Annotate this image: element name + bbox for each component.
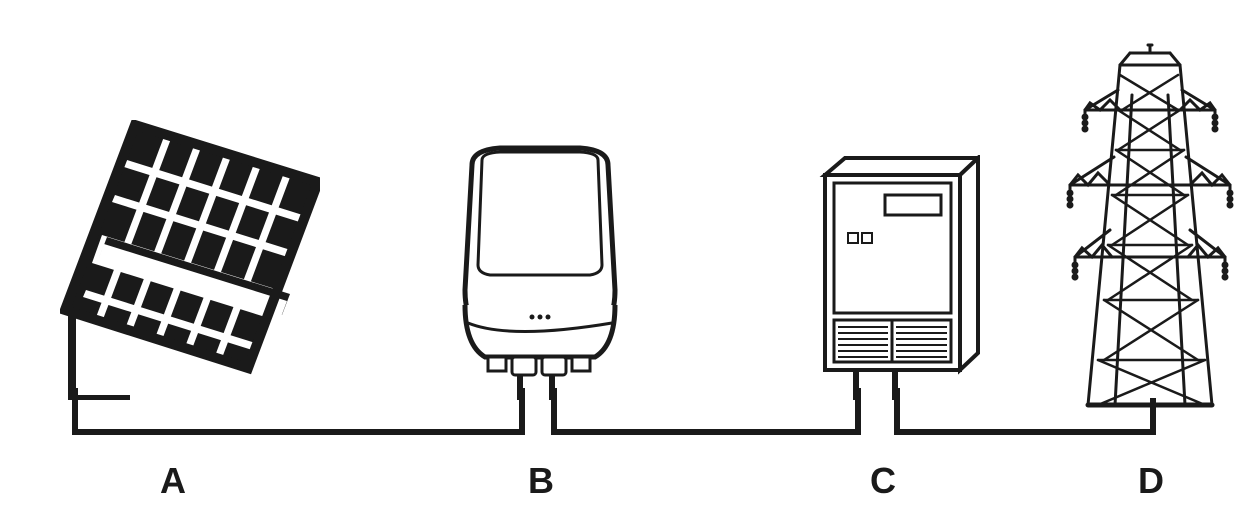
connector-c-d bbox=[894, 388, 900, 435]
transmission-tower-icon bbox=[1060, 35, 1240, 440]
connector-c-d bbox=[1150, 398, 1156, 435]
label-a: A bbox=[160, 460, 186, 502]
connector-c-d bbox=[894, 429, 1156, 435]
label-b: B bbox=[528, 460, 554, 502]
distribution-box-icon bbox=[790, 155, 980, 410]
connector-b-c bbox=[551, 388, 557, 435]
solar-panel-icon bbox=[60, 120, 320, 405]
label-d: D bbox=[1138, 460, 1164, 502]
connector-a-b bbox=[72, 388, 78, 435]
inverter-icon bbox=[450, 145, 630, 410]
connector-a-b bbox=[72, 429, 525, 435]
connector-a-b bbox=[519, 388, 525, 435]
connector-b-c bbox=[551, 429, 861, 435]
connector-b-c bbox=[855, 388, 861, 435]
solar-system-diagram: A B C D bbox=[0, 0, 1247, 527]
label-c: C bbox=[870, 460, 896, 502]
